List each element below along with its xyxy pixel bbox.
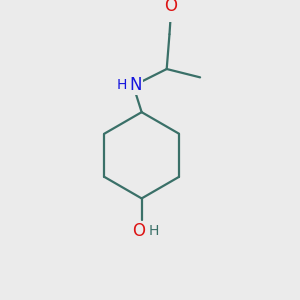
Text: H: H bbox=[116, 78, 127, 92]
Text: N: N bbox=[129, 76, 142, 94]
Text: O: O bbox=[164, 0, 177, 15]
Text: O: O bbox=[132, 222, 146, 240]
Text: H: H bbox=[148, 224, 158, 238]
